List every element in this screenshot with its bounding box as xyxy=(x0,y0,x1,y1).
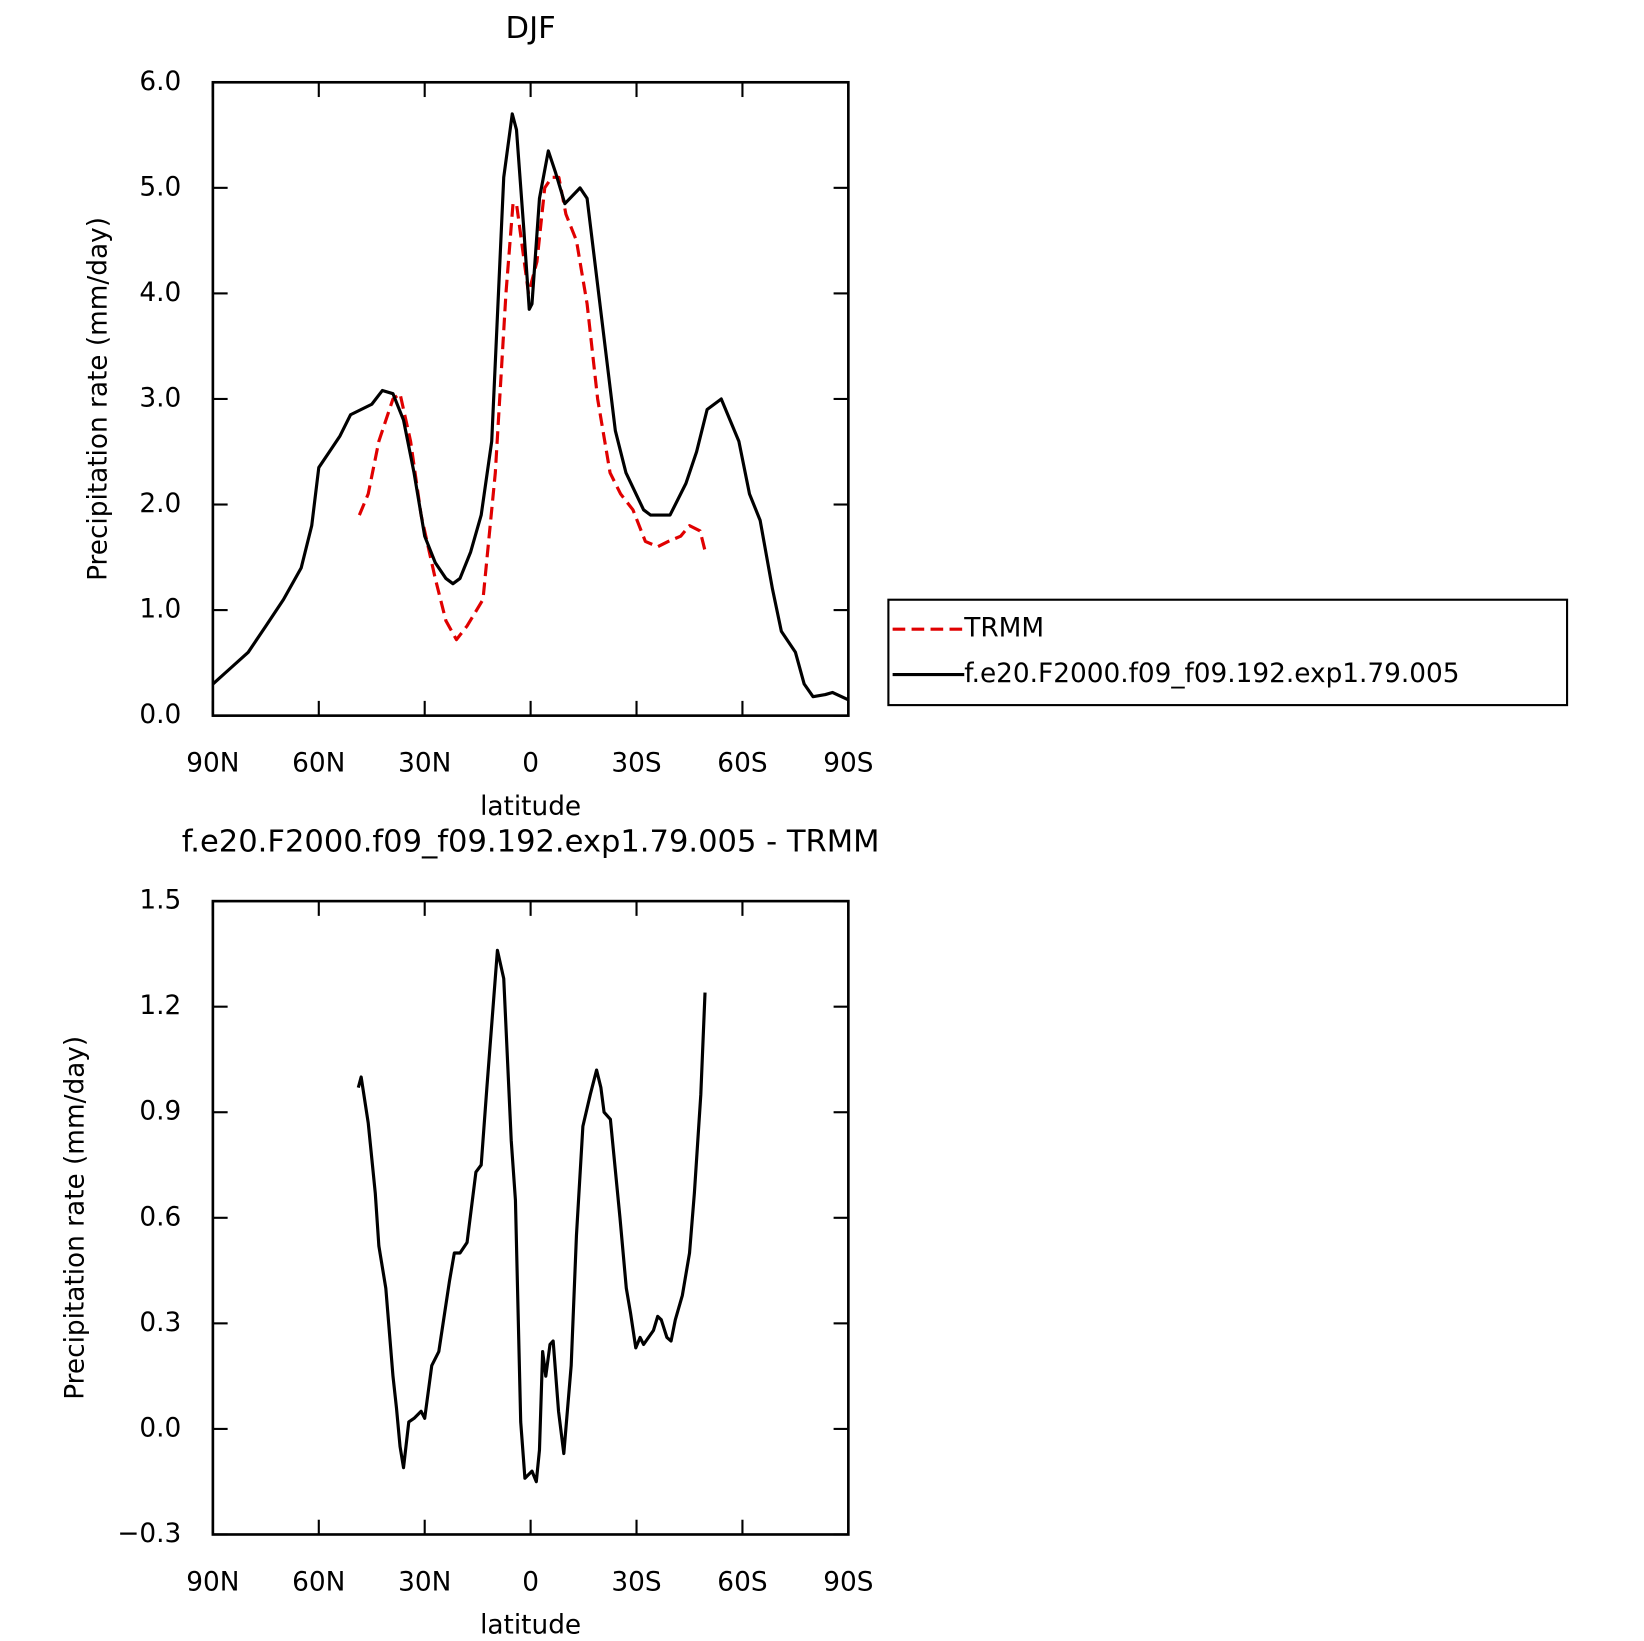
legend-box xyxy=(887,598,1569,707)
y-tick-label: 0.9 xyxy=(139,1097,181,1127)
x-tick-label: 30N xyxy=(398,1567,451,1597)
y-tick-label: −0.3 xyxy=(117,1519,181,1549)
y-tick-label: 1.0 xyxy=(139,595,181,625)
x-tick-label: 60S xyxy=(717,1567,767,1597)
y-tick-label: 1.2 xyxy=(139,991,181,1021)
legend-label: TRMM xyxy=(963,614,1044,644)
plot-frame xyxy=(211,899,850,1536)
x-tick-label: 90N xyxy=(186,1567,239,1597)
y-tick-label: 1.5 xyxy=(139,886,181,916)
chart-title: f.e20.F2000.f09_f09.192.exp1.79.005 - TR… xyxy=(182,825,880,860)
y-tick-label: 6.0 xyxy=(139,67,181,97)
y-tick-label: 0.3 xyxy=(139,1308,181,1338)
x-tick-label: 30N xyxy=(398,749,451,779)
y-tick-label: 3.0 xyxy=(139,383,181,413)
x-tick-label: 60S xyxy=(717,749,767,779)
y-tick-label: 0.6 xyxy=(139,1202,181,1232)
data-line xyxy=(211,112,850,702)
plot-frame xyxy=(211,80,850,717)
x-tick-label: 60N xyxy=(292,749,345,779)
x-tick-label: 60N xyxy=(292,1567,345,1597)
legend-label: f.e20.F2000.f09_f09.192.exp1.79.005 xyxy=(964,659,1459,689)
chart-title: DJF xyxy=(506,11,556,46)
data-line xyxy=(357,175,707,642)
y-axis-label: Precipitation rate (mm/day) xyxy=(84,217,114,581)
x-tick-label: 30S xyxy=(611,749,661,779)
x-tick-label: 90S xyxy=(823,1567,873,1597)
x-axis-label: latitude xyxy=(480,792,581,822)
y-tick-label: 2.0 xyxy=(139,489,181,519)
y-tick-label: 0.0 xyxy=(139,700,181,730)
x-tick-label: 0 xyxy=(522,749,539,779)
x-tick-label: 90N xyxy=(186,749,239,779)
y-tick-label: 0.0 xyxy=(139,1413,181,1443)
x-tick-label: 30S xyxy=(611,1567,661,1597)
x-tick-label: 90S xyxy=(823,749,873,779)
x-tick-label: 0 xyxy=(522,1567,539,1597)
data-line xyxy=(356,948,707,1484)
x-axis-label: latitude xyxy=(480,1611,581,1641)
y-axis-label: Precipitation rate (mm/day) xyxy=(60,1036,90,1400)
y-tick-label: 5.0 xyxy=(139,172,181,202)
y-tick-label: 4.0 xyxy=(139,278,181,308)
